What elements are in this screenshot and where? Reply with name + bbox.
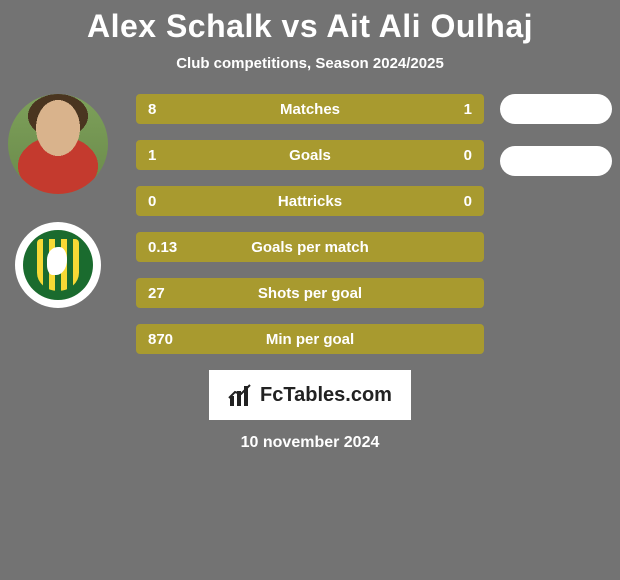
club-logo-left — [15, 222, 101, 308]
stat-row: 0.13Goals per match — [136, 232, 484, 262]
left-column — [8, 94, 108, 308]
right-column — [500, 94, 612, 198]
stat-value-right: 0 — [464, 147, 472, 164]
stat-row: 27Shots per goal — [136, 278, 484, 308]
stork-icon — [47, 247, 67, 275]
infographic-root: Alex Schalk vs Ait Ali Oulhaj Club compe… — [0, 0, 620, 452]
stat-label: Hattricks — [138, 193, 482, 210]
stat-label: Matches — [138, 101, 482, 118]
stat-row: 1Goals0 — [136, 140, 484, 170]
stat-value-right: 0 — [464, 193, 472, 210]
page-subtitle: Club competitions, Season 2024/2025 — [0, 55, 620, 72]
club-logo-inner — [23, 230, 93, 300]
page-title: Alex Schalk vs Ait Ali Oulhaj — [0, 0, 620, 45]
stat-row: 8Matches1 — [136, 94, 484, 124]
stat-row: 0Hattricks0 — [136, 186, 484, 216]
stat-value-right: 1 — [464, 101, 472, 118]
stat-row: 870Min per goal — [136, 324, 484, 354]
stat-label: Min per goal — [138, 331, 482, 348]
chart-svg-icon — [228, 384, 254, 406]
stat-label: Goals per match — [138, 239, 482, 256]
player-avatar-right-placeholder — [500, 94, 612, 124]
player-avatar-left — [8, 94, 108, 194]
badge-text: FcTables.com — [260, 384, 392, 407]
chart-icon — [228, 384, 254, 406]
player-photo-icon — [8, 94, 108, 194]
date-text: 10 november 2024 — [0, 434, 620, 452]
club-logo-right-placeholder — [500, 146, 612, 176]
source-badge: FcTables.com — [209, 370, 411, 420]
club-shield-icon — [37, 239, 79, 291]
content-area: 8Matches11Goals00Hattricks00.13Goals per… — [0, 94, 620, 354]
stat-label: Goals — [138, 147, 482, 164]
stats-list: 8Matches11Goals00Hattricks00.13Goals per… — [136, 94, 484, 354]
stat-label: Shots per goal — [138, 285, 482, 302]
